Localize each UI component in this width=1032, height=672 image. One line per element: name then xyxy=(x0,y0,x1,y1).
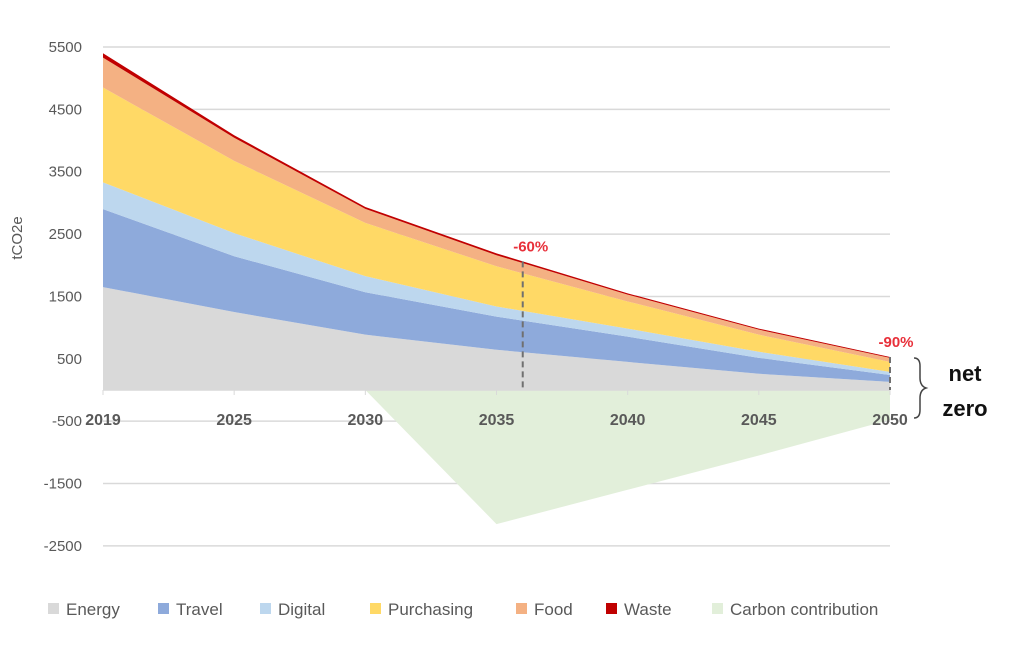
area-energy xyxy=(103,287,890,390)
legend-swatch-food xyxy=(516,603,527,614)
legend-label-travel: Travel xyxy=(176,600,223,619)
legend-label-food: Food xyxy=(534,600,573,619)
x-tick-label: 2019 xyxy=(85,412,121,429)
net-zero-line2: zero xyxy=(942,396,987,421)
y-tick-labels: 5500 4500 3500 2500 1500 500 -500 -1500 -2500 xyxy=(44,39,82,555)
annotation-minus-60: -60% xyxy=(513,238,548,255)
y-axis-label: tCO2e xyxy=(9,216,26,259)
y-tick-label: 4500 xyxy=(49,101,82,118)
area-purchasing xyxy=(103,87,890,372)
legend-swatch-energy xyxy=(48,603,59,614)
y-tick-label: 5500 xyxy=(49,39,82,56)
y-tick-label: -2500 xyxy=(44,538,82,555)
y-tick-label: 2500 xyxy=(49,226,82,243)
area-carbon-contribution xyxy=(103,390,890,525)
annotations: -60% -90% net zero xyxy=(513,238,987,421)
legend-label-digital: Digital xyxy=(278,600,325,619)
x-tick-label: 2045 xyxy=(741,412,777,429)
legend-swatch-purchasing xyxy=(370,603,381,614)
y-tick-label: 3500 xyxy=(49,164,82,181)
legend-swatch-travel xyxy=(158,603,169,614)
y-tick-label: -500 xyxy=(52,413,82,430)
y-tick-label: 500 xyxy=(57,351,82,368)
legend-label-purchasing: Purchasing xyxy=(388,600,473,619)
annotation-minus-90: -90% xyxy=(878,334,913,351)
brace-icon xyxy=(913,357,929,419)
x-tick-label: 2035 xyxy=(479,412,515,429)
x-tick-label: 2040 xyxy=(610,412,646,429)
x-axis xyxy=(102,389,891,395)
x-tick-label: 2025 xyxy=(216,412,252,429)
x-tick-labels: 2019 2025 2030 2035 2040 2045 2050 xyxy=(85,412,908,429)
legend-label-carbon-contribution: Carbon contribution xyxy=(730,600,878,619)
legend-swatch-waste xyxy=(606,603,617,614)
area-travel xyxy=(103,209,890,382)
x-tick-label: 2050 xyxy=(872,412,908,429)
legend-label-energy: Energy xyxy=(66,600,120,619)
legend-swatch-digital xyxy=(260,603,271,614)
x-tick-label: 2030 xyxy=(348,412,384,429)
net-zero-line1: net xyxy=(949,361,983,386)
y-tick-label: 1500 xyxy=(49,288,82,305)
y-tick-label: -1500 xyxy=(44,476,82,493)
stacked-areas xyxy=(103,53,890,525)
legend-label-waste: Waste xyxy=(624,600,672,619)
legend-swatch-carbon-contribution xyxy=(712,603,723,614)
legend: Energy Travel Digital Purchasing Food Waste Ca… xyxy=(48,600,878,619)
